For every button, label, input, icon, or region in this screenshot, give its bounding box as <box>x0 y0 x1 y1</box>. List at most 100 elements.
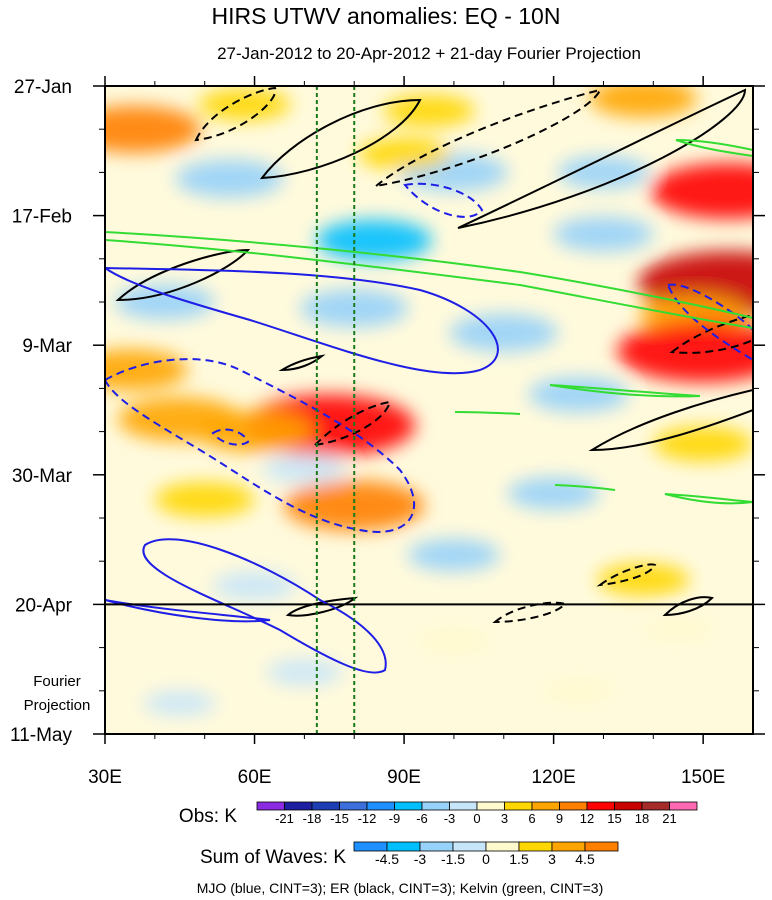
colorbar-level-label: 6 <box>528 811 535 826</box>
y-tick-label: 20-Apr <box>15 595 73 616</box>
colorbar-swatch <box>394 801 423 811</box>
er-contour <box>669 313 753 354</box>
x-tick-label: 30E <box>88 767 122 788</box>
anomaly-blob <box>114 284 215 320</box>
colorbar-level-label: 3 <box>501 811 508 826</box>
anomaly-blob <box>198 88 291 121</box>
colorbar-level-label: 21 <box>662 811 676 826</box>
waves-colorbar: -4.5 -3 -1.5 0 1.5 3 4.5 <box>353 841 619 867</box>
anomaly-blob <box>653 426 753 462</box>
mjo-contour <box>403 182 484 218</box>
colorbar-level-label: 15 <box>607 811 621 826</box>
waves-colorbar-label: Sum of Waves: K <box>200 847 346 868</box>
anomaly-blob <box>284 480 425 531</box>
anomaly-blob <box>383 94 475 127</box>
colorbar-level-label: -21 <box>275 811 294 826</box>
colorbar-swatch <box>339 801 368 811</box>
er-contour <box>259 98 422 180</box>
anomaly-blob <box>105 105 201 153</box>
colorbar-swatch <box>452 841 487 852</box>
colorbar-swatch <box>518 841 553 852</box>
colorbar-swatch <box>353 841 388 852</box>
y-tick-label: 9-Mar <box>22 336 72 357</box>
anomaly-blob <box>143 690 216 716</box>
contour-legend: MJO (blue, CINT=3); ER (black, CINT=3); … <box>197 880 604 896</box>
colorbar-level-label: 0 <box>482 851 490 867</box>
colorbar-swatch <box>421 801 450 811</box>
y-tick-label: 30-Mar <box>12 466 73 487</box>
anomaly-blob <box>642 616 715 642</box>
er-contour <box>312 400 392 447</box>
colorbar-swatch <box>584 841 619 852</box>
anomaly-blob <box>358 137 451 170</box>
colorbar-level-label: 1.5 <box>509 851 529 867</box>
colorbar-level-label: 4.5 <box>575 851 595 867</box>
obs-colorbar: -21 -18 -15 -12 -9 -6 -3 0 3 6 9 12 15 18 21 <box>256 801 698 826</box>
colorbar-swatch <box>669 801 698 811</box>
mjo-contour <box>666 283 753 362</box>
anomaly-blob <box>589 86 698 118</box>
er-contour <box>492 601 567 624</box>
anomaly-blob <box>617 320 753 383</box>
colorbar-swatch <box>476 801 505 811</box>
colorbar-level-label: -18 <box>303 811 322 826</box>
anomaly-blob <box>542 678 615 704</box>
colorbar-level-label: 9 <box>556 811 563 826</box>
anomaly-blob <box>262 454 347 484</box>
kelvin-contour <box>549 384 701 398</box>
colorbar-level-label: 0 <box>473 811 480 826</box>
colorbar-swatch <box>504 801 533 811</box>
colorbar-swatch <box>311 801 340 811</box>
anomaly-blob <box>196 411 313 453</box>
chart-title: HIRS UTWV anomalies: EQ - 10N <box>212 3 561 29</box>
er-contour <box>596 563 657 587</box>
anomaly-blob <box>407 539 500 572</box>
mjo-contour <box>105 599 271 623</box>
colorbar-swatch <box>551 841 586 852</box>
colorbar-swatch <box>641 801 670 811</box>
kelvin-contour <box>664 493 753 505</box>
plot-frame <box>104 85 754 735</box>
anomaly-blob <box>507 477 600 510</box>
colorbar-swatch <box>531 801 560 811</box>
colorbar-swatch <box>449 801 478 811</box>
colorbar-swatch <box>366 801 395 811</box>
anomaly-blob <box>415 628 492 655</box>
colorbar-level-label: -12 <box>358 811 377 826</box>
colorbar-level-label: -4.5 <box>375 851 399 867</box>
fourier-label-line2: Projection <box>24 697 91 714</box>
mjo-contour <box>211 428 250 446</box>
kelvin-contour <box>454 411 521 415</box>
colorbar-level-label: -3 <box>444 811 456 826</box>
colorbar-level-label: -6 <box>416 811 428 826</box>
colorbar-swatch <box>614 801 643 811</box>
er-contour <box>115 248 251 302</box>
colorbar-swatch <box>284 801 313 811</box>
anomaly-blob <box>449 313 558 352</box>
er-contour <box>457 88 747 229</box>
anomaly-blob <box>650 162 753 219</box>
colorbar-level-label: -15 <box>330 811 349 826</box>
colorbar-swatch <box>586 801 615 811</box>
y-tick-label: 17-Feb <box>12 207 72 228</box>
x-tick-label: 60E <box>238 767 272 788</box>
colorbar-level-label: 12 <box>580 811 594 826</box>
y-tick-label: 11-May <box>10 725 72 746</box>
anomaly-blob <box>266 659 343 686</box>
y-tick-label: 27-Jan <box>14 77 72 98</box>
er-contour <box>278 354 326 372</box>
obs-colorbar-label: Obs: K <box>179 806 237 827</box>
x-tick-label: 150E <box>681 767 725 788</box>
colorbar-swatch <box>559 801 588 811</box>
axes: 30E 60E 90E 120E 150E 27-Jan 17-Feb 9-Mar 30-Mar… <box>10 76 765 788</box>
anomaly-blob <box>553 216 654 252</box>
anomaly-blob <box>154 481 255 517</box>
anomaly-blob <box>175 159 284 198</box>
anomaly-blob <box>300 289 409 328</box>
er-contour <box>194 86 277 142</box>
colorbar-swatch <box>419 841 454 852</box>
colorbar-level-label: 18 <box>635 811 649 826</box>
anomaly-blob <box>212 571 297 601</box>
kelvin-contour <box>105 230 753 330</box>
